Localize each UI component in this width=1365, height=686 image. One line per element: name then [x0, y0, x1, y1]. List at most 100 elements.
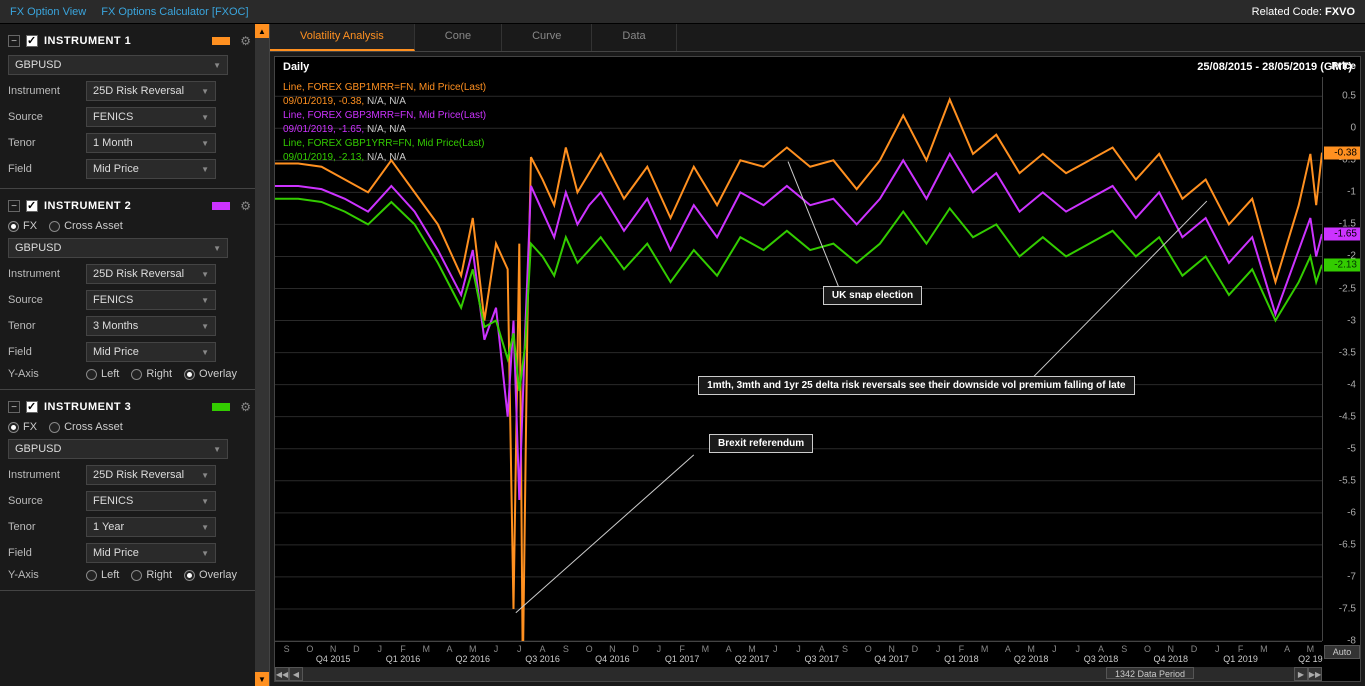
auto-scale-button[interactable]: Auto	[1324, 645, 1360, 659]
yaxis-right-radio[interactable]: Right	[131, 569, 172, 581]
y-tick: -5.5	[1339, 475, 1356, 486]
collapse-button[interactable]: −	[8, 200, 20, 212]
tab-cone[interactable]: Cone	[415, 24, 502, 51]
scroll-left-fast[interactable]: ◀◀	[275, 667, 289, 681]
legend-line: 09/01/2019, -2.13, N/A, N/A	[283, 151, 486, 165]
x-tick-quarter: Q4 2017	[874, 654, 909, 664]
scroll-right[interactable]: ▶	[1294, 667, 1308, 681]
main: − INSTRUMENT 1 ⚙ GBPUSD▼Instrument25D Ri…	[0, 24, 1365, 686]
field-label: Field	[8, 346, 78, 358]
scroll-down-button[interactable]: ▼	[255, 672, 269, 686]
instrument-label: Instrument	[8, 85, 78, 97]
yaxis-left-radio[interactable]: Left	[86, 368, 119, 380]
field-dropdown[interactable]: Mid Price▼	[86, 543, 216, 563]
yaxis-right-radio[interactable]: Right	[131, 368, 172, 380]
collapse-button[interactable]: −	[8, 401, 20, 413]
x-tick-month: J	[936, 644, 941, 654]
gear-icon[interactable]: ⚙	[240, 34, 251, 48]
x-tick-month: N	[1168, 644, 1175, 654]
chart-area: Daily 25/08/2015 - 28/05/2019 (GMT) Line…	[274, 56, 1361, 682]
scroll-track[interactable]: 1342 Data Period	[303, 667, 1294, 681]
x-tick-quarter: Q2 2018	[1014, 654, 1049, 664]
scroll-up-button[interactable]: ▲	[255, 24, 269, 38]
cross-asset-radio[interactable]: Cross Asset	[49, 421, 123, 433]
y-tick: -6.5	[1339, 539, 1356, 550]
source-dropdown[interactable]: FENICS▼	[86, 107, 216, 127]
x-tick-month: M	[981, 644, 989, 654]
tenor-label: Tenor	[8, 137, 78, 149]
scroll-right-fast[interactable]: ▶▶	[1308, 667, 1322, 681]
source-label: Source	[8, 111, 78, 123]
x-tick-quarter: Q1 2016	[386, 654, 421, 664]
chart-header: Daily 25/08/2015 - 28/05/2019 (GMT)	[283, 61, 1352, 73]
instrument-checkbox[interactable]	[26, 35, 38, 47]
fx-options-calculator-link[interactable]: FX Options Calculator [FXOC]	[101, 6, 248, 18]
tab-data[interactable]: Data	[592, 24, 676, 51]
legend-line: Line, FOREX GBP1MRR=FN, Mid Price(Last)	[283, 81, 486, 95]
x-tick-month: A	[819, 644, 825, 654]
source-dropdown[interactable]: FENICS▼	[86, 290, 216, 310]
y-axis: Price Auto 0.50-0.5-1-1.5-2-2.5-3-3.5-4-…	[1322, 77, 1360, 641]
x-tick-month: S	[563, 644, 569, 654]
fx-radio[interactable]: FX	[8, 220, 37, 232]
x-tick-month: M	[1307, 644, 1315, 654]
fx-option-view-link[interactable]: FX Option View	[10, 6, 86, 18]
x-tick-month: D	[912, 644, 919, 654]
tenor-dropdown[interactable]: 1 Year▼	[86, 517, 216, 537]
tenor-label: Tenor	[8, 521, 78, 533]
yaxis-overlay-radio[interactable]: Overlay	[184, 368, 237, 380]
y-marker: -1.65	[1324, 228, 1360, 241]
x-tick-month: M	[1027, 644, 1035, 654]
pair-dropdown[interactable]: GBPUSD▼	[8, 55, 228, 75]
x-tick-quarter: Q3 2016	[525, 654, 560, 664]
panel-header: − INSTRUMENT 3 ⚙	[8, 396, 251, 418]
y-tick: -6	[1347, 507, 1356, 518]
field-dropdown[interactable]: Mid Price▼	[86, 342, 216, 362]
x-tick-month: F	[679, 644, 685, 654]
x-tick-quarter: Q2 19	[1298, 654, 1323, 664]
x-tick-quarter: Q1 2018	[944, 654, 979, 664]
yaxis-label: Y-Axis	[8, 368, 78, 380]
yaxis-label: Y-Axis	[8, 569, 78, 581]
instrument-checkbox[interactable]	[26, 401, 38, 413]
tab-volatility-analysis[interactable]: Volatility Analysis	[270, 24, 415, 51]
x-tick-month: J	[1215, 644, 1220, 654]
x-tick-quarter: Q4 2016	[595, 654, 630, 664]
x-tick-month: J	[377, 644, 382, 654]
x-tick-month: J	[1075, 644, 1080, 654]
chart-title: Daily	[283, 61, 309, 73]
field-dropdown[interactable]: Mid Price▼	[86, 159, 216, 179]
instrument-dropdown[interactable]: 25D Risk Reversal▼	[86, 465, 216, 485]
y-tick: -8	[1347, 636, 1356, 647]
sidebar: − INSTRUMENT 1 ⚙ GBPUSD▼Instrument25D Ri…	[0, 24, 270, 686]
x-tick-month: A	[1284, 644, 1290, 654]
gear-icon[interactable]: ⚙	[240, 400, 251, 414]
gear-icon[interactable]: ⚙	[240, 199, 251, 213]
x-tick-quarter: Q3 2018	[1084, 654, 1119, 664]
collapse-button[interactable]: −	[8, 35, 20, 47]
scroll-left[interactable]: ◀	[289, 667, 303, 681]
x-tick-month: M	[748, 644, 756, 654]
x-tick-month: A	[1005, 644, 1011, 654]
yaxis-overlay-radio[interactable]: Overlay	[184, 569, 237, 581]
yaxis-left-radio[interactable]: Left	[86, 569, 119, 581]
instrument-checkbox[interactable]	[26, 200, 38, 212]
pair-dropdown[interactable]: GBPUSD▼	[8, 439, 228, 459]
x-tick-quarter: Q4 2018	[1154, 654, 1189, 664]
cross-asset-radio[interactable]: Cross Asset	[49, 220, 123, 232]
y-tick: -5	[1347, 443, 1356, 454]
y-tick: -1	[1347, 187, 1356, 198]
x-tick-quarter: Q1 2017	[665, 654, 700, 664]
x-tick-month: F	[400, 644, 406, 654]
y-tick: -7	[1347, 571, 1356, 582]
chart-scrollbar[interactable]: ◀◀ ◀ 1342 Data Period ▶ ▶▶	[275, 667, 1322, 681]
fx-radio[interactable]: FX	[8, 421, 37, 433]
source-dropdown[interactable]: FENICS▼	[86, 491, 216, 511]
instrument-dropdown[interactable]: 25D Risk Reversal▼	[86, 264, 216, 284]
tab-curve[interactable]: Curve	[502, 24, 592, 51]
instrument-dropdown[interactable]: 25D Risk Reversal▼	[86, 81, 216, 101]
tenor-dropdown[interactable]: 1 Month▼	[86, 133, 216, 153]
sidebar-scrollbar[interactable]: ▲ ▼	[255, 24, 269, 686]
tenor-dropdown[interactable]: 3 Months▼	[86, 316, 216, 336]
pair-dropdown[interactable]: GBPUSD▼	[8, 238, 228, 258]
